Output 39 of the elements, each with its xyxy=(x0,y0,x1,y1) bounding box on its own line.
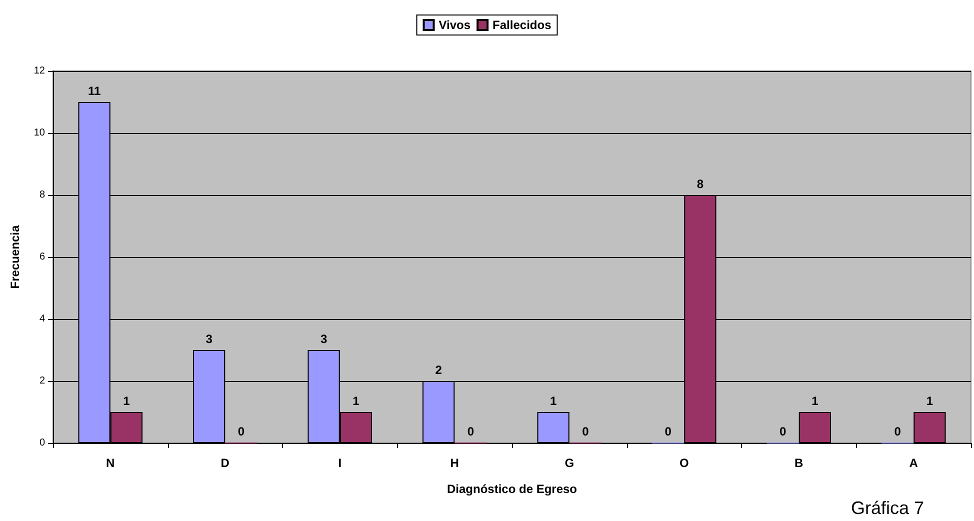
x-tick-label: O xyxy=(679,456,689,470)
x-tick-label: A xyxy=(909,456,918,470)
text: Gráfica 7 xyxy=(850,498,924,518)
x-axis-title: Diagnóstico de Egreso xyxy=(446,482,578,496)
data-label: 0 xyxy=(664,424,672,438)
data-label: 1 xyxy=(812,394,819,408)
x-tick-label: B xyxy=(794,456,804,470)
data-label: 8 xyxy=(696,177,704,191)
y-axis-title: Frecuencia xyxy=(8,225,22,289)
data-label: 1 xyxy=(550,394,557,408)
bar xyxy=(914,412,946,443)
data-label: 1 xyxy=(926,394,934,408)
legend-label: Fallecidos xyxy=(492,18,552,32)
y-tick-label: 0 xyxy=(39,438,46,448)
data-label: 0 xyxy=(582,424,590,438)
y-tick-label: 6 xyxy=(39,252,46,262)
bar xyxy=(798,412,832,443)
data-label: 11 xyxy=(88,84,101,98)
x-tick-label: I xyxy=(338,456,342,470)
data-label: 0 xyxy=(894,424,902,438)
x-tick-label: G xyxy=(564,456,574,470)
y-tick-label: 2 xyxy=(39,376,46,386)
data-label: 3 xyxy=(206,332,213,346)
legend-label: Vivos xyxy=(438,18,471,32)
x-tick-label: H xyxy=(450,456,459,470)
data-label: 3 xyxy=(320,332,328,346)
y-tick-label: 12 xyxy=(34,66,46,76)
y-tick-label: 4 xyxy=(39,314,46,324)
data-label: 0 xyxy=(238,424,245,438)
bar xyxy=(537,412,570,443)
data-label: 1 xyxy=(352,394,360,408)
data-label: 0 xyxy=(779,424,786,438)
data-label: 1 xyxy=(123,394,130,408)
data-label: 2 xyxy=(435,363,442,377)
y-tick-label: 10 xyxy=(34,128,46,138)
x-tick-label: N xyxy=(106,456,115,470)
y-tick-label: 8 xyxy=(39,190,46,200)
data-label: 0 xyxy=(467,424,474,438)
x-tick-label: D xyxy=(220,456,230,470)
